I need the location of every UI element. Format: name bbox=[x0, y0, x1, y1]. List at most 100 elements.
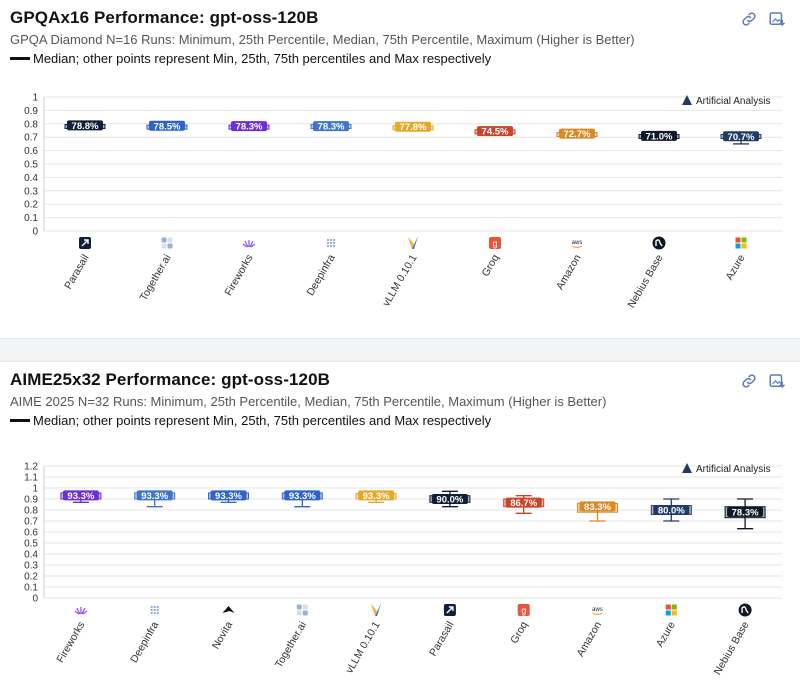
groq-icon-glyph: g bbox=[521, 606, 526, 616]
y-tick-label: 0.1 bbox=[24, 583, 38, 594]
groq-icon-bg bbox=[489, 237, 501, 249]
together-icon-tile bbox=[161, 243, 167, 249]
amazon-icon-glyph: aws bbox=[592, 607, 603, 613]
median-label-bg bbox=[284, 490, 321, 501]
box-4: 78.3% bbox=[310, 121, 352, 133]
y-tick-label: 0.9 bbox=[24, 495, 38, 506]
box-3: 93.3% bbox=[208, 490, 249, 503]
nebius-icon bbox=[652, 236, 666, 250]
median-label-bg bbox=[727, 506, 764, 517]
deepinfra-icon bbox=[326, 238, 336, 248]
box-7: 72.7% bbox=[556, 128, 598, 140]
x-tick-label: Together.ai bbox=[273, 620, 309, 670]
median-data-label: 93.3% bbox=[215, 491, 242, 502]
median-data-label: 93.3% bbox=[141, 491, 168, 502]
x-tick-label: Parasail bbox=[427, 620, 456, 659]
box-3: 78.3% bbox=[228, 121, 270, 133]
together-icon-tile bbox=[167, 243, 173, 249]
watermark-text: Artificial Analysis bbox=[696, 96, 770, 107]
median-data-label: 78.5% bbox=[154, 121, 181, 132]
azure-icon bbox=[735, 237, 747, 249]
x-tick-label: vLLM 0.10.1 bbox=[380, 252, 419, 308]
vllm-icon bbox=[371, 603, 382, 616]
box-9: 70.7% bbox=[720, 131, 762, 145]
vllm-icon-left bbox=[408, 237, 414, 249]
link-icon[interactable] bbox=[740, 10, 758, 28]
aime-box-chart: 00.10.20.30.40.50.60.70.80.911.11.2 Artif… bbox=[24, 462, 782, 677]
x-tick-label: Fireworks bbox=[222, 253, 255, 298]
median-data-label: 90.0% bbox=[436, 495, 463, 506]
y-tick-label: 0.7 bbox=[24, 133, 38, 144]
gpqa-box-chart: 0 0.1 0.2 0.3 0.4 0.5 0.6 0.7 0.8 0.9 1 Artificial … bbox=[24, 93, 782, 310]
y-tick-label: 0 bbox=[32, 227, 38, 238]
y-tick-label: 1.1 bbox=[24, 473, 38, 484]
y-tick-label: 0.2 bbox=[24, 572, 38, 583]
nebius-icon-bg bbox=[652, 236, 666, 250]
y-tick-label: 0.2 bbox=[24, 200, 38, 211]
y-tick-label: 0.5 bbox=[24, 539, 38, 550]
y-tick-label: 0 bbox=[32, 594, 38, 605]
watermark-text: Artificial Analysis bbox=[696, 464, 770, 475]
x-tick-label: Nebius Base bbox=[712, 619, 752, 677]
y-tick-label: 0.5 bbox=[24, 160, 38, 171]
median-data-label: 77.8% bbox=[400, 122, 427, 133]
box-4: 93.3% bbox=[281, 490, 323, 508]
x-tick-label: Azure bbox=[723, 252, 747, 282]
x-tick-label: Amazon bbox=[554, 252, 584, 291]
deepinfra-icon-dot bbox=[326, 241, 330, 245]
legend-text: Median; other points represent Min, 25th… bbox=[33, 51, 492, 66]
novita-icon bbox=[222, 606, 235, 613]
median-data-label: 71.0% bbox=[646, 131, 673, 142]
amazon-icon: aws bbox=[592, 607, 603, 615]
deepinfra-icon-dot bbox=[332, 244, 336, 248]
azure-icon-tile bbox=[735, 243, 741, 249]
y-tick-label: 1 bbox=[32, 484, 38, 495]
deepinfra-icon-dot bbox=[153, 605, 156, 609]
chart-subtitle: GPQA Diamond N=16 Runs: Minimum, 25th Pe… bbox=[10, 32, 635, 47]
x-tick-label: Amazon bbox=[574, 619, 604, 658]
azure-icon-tile bbox=[671, 604, 677, 610]
deepinfra-icon bbox=[150, 605, 159, 615]
median-label-bg bbox=[641, 130, 677, 141]
box-2: 78.5% bbox=[146, 120, 188, 132]
vllm-icon-left bbox=[371, 604, 378, 616]
groq-icon-bg bbox=[517, 604, 530, 616]
y-tick-label: 0.6 bbox=[24, 528, 38, 539]
y-tick-label: 0.8 bbox=[24, 506, 38, 517]
link-icon[interactable] bbox=[740, 372, 758, 390]
chart-actions bbox=[740, 372, 786, 390]
median-label-bg bbox=[579, 501, 616, 512]
median-label-bg bbox=[231, 121, 267, 132]
vllm-icon-right bbox=[375, 603, 382, 616]
median-data-label: 78.3% bbox=[236, 122, 263, 133]
median-label-bg bbox=[559, 128, 595, 139]
median-data-label: 93.3% bbox=[289, 491, 316, 502]
legend: Median; other points represent Min, 25th… bbox=[10, 413, 491, 428]
y-tick-label: 0.8 bbox=[24, 119, 38, 130]
box-1: 78.8% bbox=[64, 120, 106, 132]
y-tick-label: 0.9 bbox=[24, 106, 38, 117]
download-image-icon[interactable] bbox=[768, 372, 786, 390]
median-label-bg bbox=[477, 126, 513, 137]
gpqa-chart-panel: GPQAx16 Performance: gpt-oss-120B GPQA D… bbox=[0, 0, 800, 338]
legend-median-swatch bbox=[10, 419, 30, 422]
deepinfra-icon-dot bbox=[150, 605, 153, 609]
median-label-bg bbox=[723, 131, 759, 142]
median-label-bg bbox=[395, 121, 431, 132]
legend: Median; other points represent Min, 25th… bbox=[10, 51, 491, 66]
y-tick-label: 0.3 bbox=[24, 186, 38, 197]
y-tick-label: 0.1 bbox=[24, 213, 38, 224]
together-icon-tile bbox=[161, 237, 167, 243]
box-10: 78.3% bbox=[724, 498, 766, 530]
artificial-analysis-logo-mark bbox=[682, 95, 692, 105]
median-data-label: 78.3% bbox=[318, 122, 345, 133]
box-1: 93.3% bbox=[60, 490, 102, 503]
azure-icon-tile bbox=[665, 610, 671, 616]
median-data-label: 70.7% bbox=[728, 132, 755, 143]
amazon-icon-glyph: aws bbox=[572, 240, 583, 246]
box-5: 93.3% bbox=[355, 490, 397, 503]
download-image-icon[interactable] bbox=[768, 10, 786, 28]
y-tick-label: 0.3 bbox=[24, 561, 38, 572]
deepinfra-icon-dot bbox=[156, 605, 159, 609]
median-data-label: 74.5% bbox=[482, 127, 509, 138]
